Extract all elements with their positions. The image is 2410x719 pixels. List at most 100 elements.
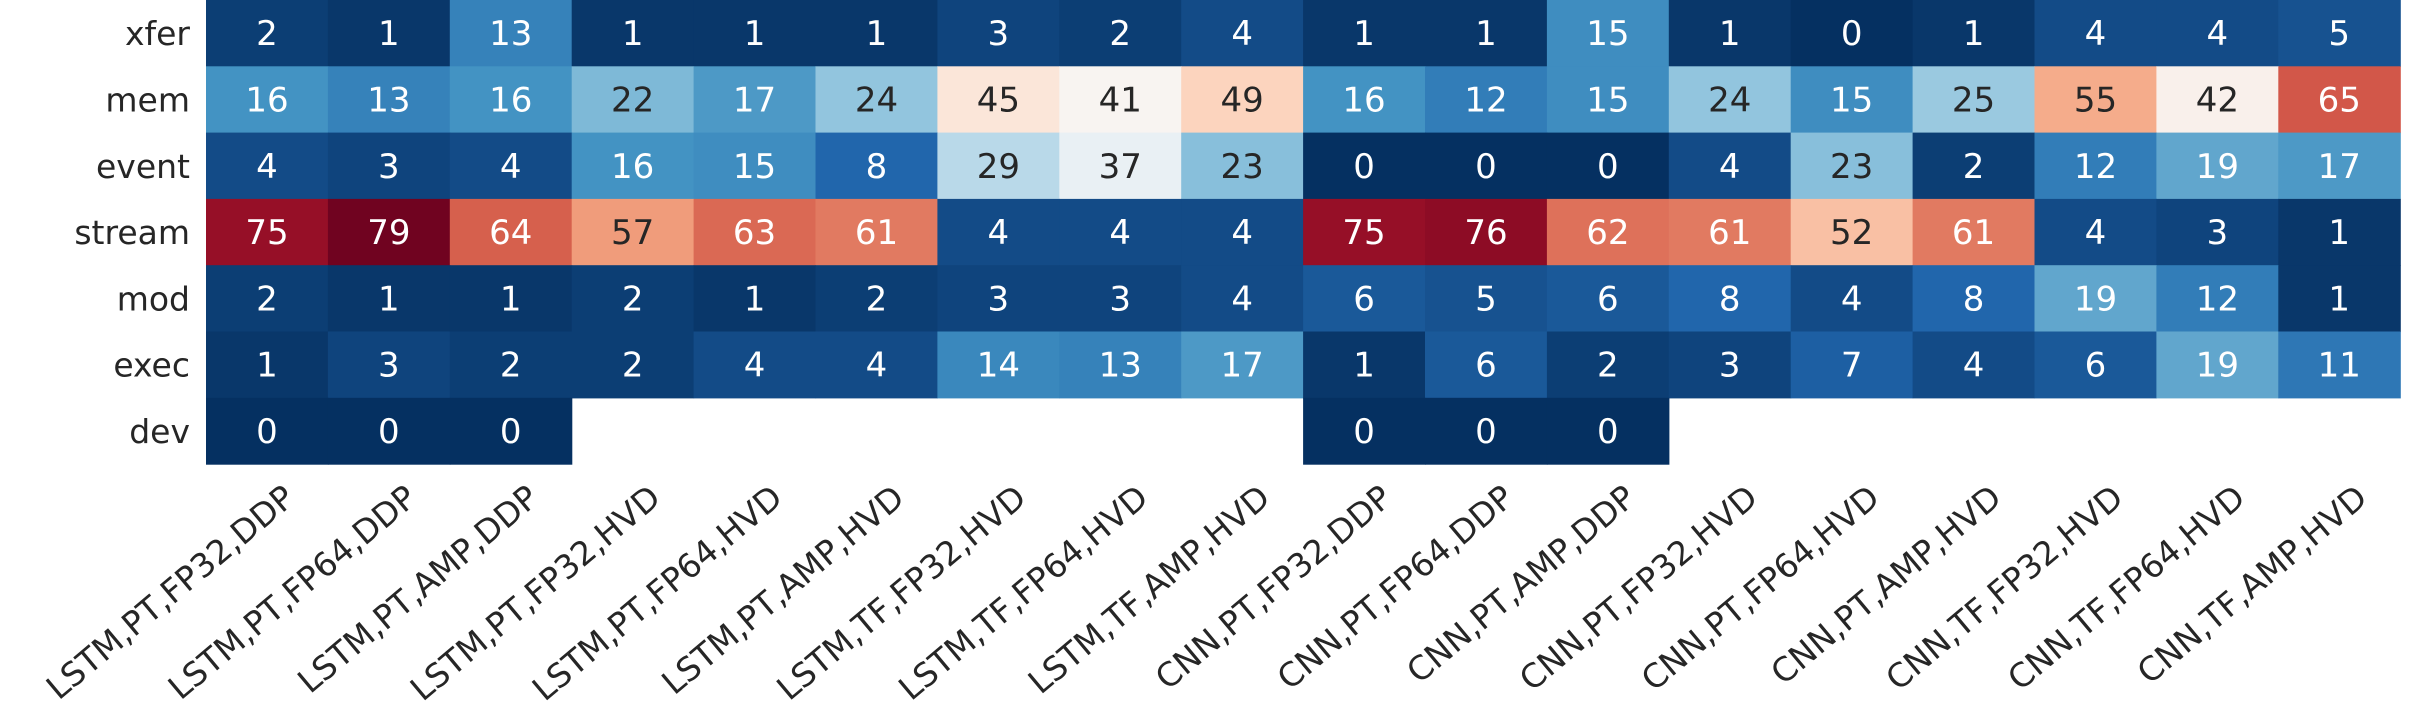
cell-value-label: 61 [1952, 213, 1995, 253]
heatmap-cell [1181, 0, 1304, 67]
heatmap-cell [1303, 198, 1426, 266]
heatmap-cell [449, 132, 573, 200]
heatmap-cell [327, 331, 451, 399]
cell-value-label: 13 [1099, 346, 1142, 386]
cell-value-label: 55 [2074, 80, 2117, 120]
heatmap-cell [1912, 66, 2036, 134]
cell-value-label: 2 [866, 279, 888, 319]
heatmap-cell [1668, 331, 1792, 399]
cell-value-label: 4 [1109, 213, 1131, 253]
cell-value-label: 13 [489, 14, 532, 54]
heatmap-cell [1790, 66, 1914, 134]
heatmap-cell [2156, 66, 2279, 134]
cell-value-label: 1 [500, 279, 522, 319]
heatmap-cell [2278, 132, 2401, 200]
heatmap-cell [937, 0, 1060, 67]
cell-value-label: 2 [1597, 346, 1619, 386]
heatmap-cell [937, 132, 1060, 200]
cell-value-label: 41 [1099, 80, 1142, 120]
heatmap-cell [206, 198, 329, 266]
cell-value-label: 1 [378, 14, 400, 54]
row-labels: xfer mem event stream mod exec dev [74, 14, 190, 451]
row-label: mod [117, 279, 190, 318]
cell-value-label: 0 [1353, 412, 1375, 452]
cell-value-label: 0 [1353, 147, 1375, 187]
column-label: CNN,TF,AMP,HVD [2130, 477, 2375, 691]
cell-value-label: 79 [367, 213, 410, 253]
heatmap-cell [1425, 0, 1548, 67]
cell-value-label: 3 [2207, 213, 2229, 253]
row-label: stream [74, 213, 190, 252]
heatmap-cell [2034, 0, 2157, 67]
heatmap-cell [1181, 198, 1304, 266]
heatmap-cell [1546, 198, 1670, 266]
heatmap-cell [693, 265, 817, 333]
heatmap-cell [815, 132, 938, 200]
heatmap-cell [693, 331, 817, 399]
heatmap-cell [2034, 132, 2157, 200]
cell-value-label: 1 [2328, 279, 2350, 319]
cell-value-label: 4 [2085, 14, 2107, 54]
cell-value-label: 12 [1464, 80, 1507, 120]
cell-value-label: 75 [245, 213, 288, 253]
cell-value-label: 3 [378, 346, 400, 386]
heatmap-cell [206, 331, 329, 399]
cell-value-label: 2 [1109, 14, 1131, 54]
cell-value-label: 4 [1841, 279, 1863, 319]
cell-value-label: 61 [855, 213, 898, 253]
heatmap-cell [206, 66, 329, 134]
heatmap-cell [571, 66, 695, 134]
cell-value-label: 0 [256, 412, 278, 452]
cell-value-label: 0 [1475, 147, 1497, 187]
cell-value-label: 24 [855, 80, 898, 120]
heatmap-cell [1790, 132, 1914, 200]
heatmap-cell [1303, 331, 1426, 399]
heatmap-cell [1425, 198, 1548, 266]
heatmap-cell [2034, 331, 2157, 399]
cell-value-label: 3 [378, 147, 400, 187]
cell-value-label: 1 [256, 346, 278, 386]
cell-value-label: 5 [1475, 279, 1497, 319]
heatmap-cell [1181, 331, 1304, 399]
cell-value-label: 16 [1342, 80, 1385, 120]
cell-value-label: 12 [2196, 279, 2239, 319]
heatmap-cell [571, 265, 695, 333]
cell-value-label: 16 [489, 80, 532, 120]
cell-value-label: 5 [2328, 14, 2350, 54]
heatmap-cell [815, 265, 938, 333]
cell-value-label: 1 [1963, 14, 1985, 54]
heatmap-cell [2034, 265, 2157, 333]
cell-value-label: 11 [2318, 346, 2361, 386]
cell-value-label: 37 [1099, 147, 1142, 187]
heatmap-cell [1790, 331, 1914, 399]
heatmap-cell [1912, 0, 2036, 67]
heatmap-cell [1668, 265, 1792, 333]
heatmap-cell [1303, 397, 1426, 465]
cell-value-label: 4 [2207, 14, 2229, 54]
cell-value-label: 2 [256, 279, 278, 319]
heatmap-cell [449, 397, 573, 465]
heatmap-cell [1668, 198, 1792, 266]
cell-value-label: 4 [744, 346, 766, 386]
cell-value-label: 3 [1719, 346, 1741, 386]
cell-value-label: 42 [2196, 80, 2239, 120]
cell-value-label: 23 [1221, 147, 1264, 187]
heatmap-cell [1303, 0, 1426, 67]
cell-value-label: 57 [611, 213, 654, 253]
cell-value-label: 7 [1841, 346, 1863, 386]
heatmap-cell [1912, 265, 2036, 333]
heatmap-cell [1425, 397, 1548, 465]
heatmap-cell [1790, 198, 1914, 266]
cell-value-label: 29 [977, 147, 1020, 187]
heatmap-cell [815, 331, 938, 399]
heatmap-cell [693, 0, 817, 67]
heatmap-cell [937, 265, 1060, 333]
cell-value-label: 4 [1231, 14, 1253, 54]
cell-value-label: 8 [1719, 279, 1741, 319]
column-label: CNN,PT,AMP,DDP [1399, 477, 1643, 690]
heatmap-cell [449, 0, 573, 67]
heatmap-cells: 2 1 13 1 1 1 3 2 4 1 1 15 1 0 1 4 4 516 13 16 22 17 24 45 41 49 16… [206, 0, 2401, 465]
heatmap-cell [937, 331, 1060, 399]
cell-value-label: 25 [1952, 80, 1995, 120]
cell-value-label: 4 [1719, 147, 1741, 187]
